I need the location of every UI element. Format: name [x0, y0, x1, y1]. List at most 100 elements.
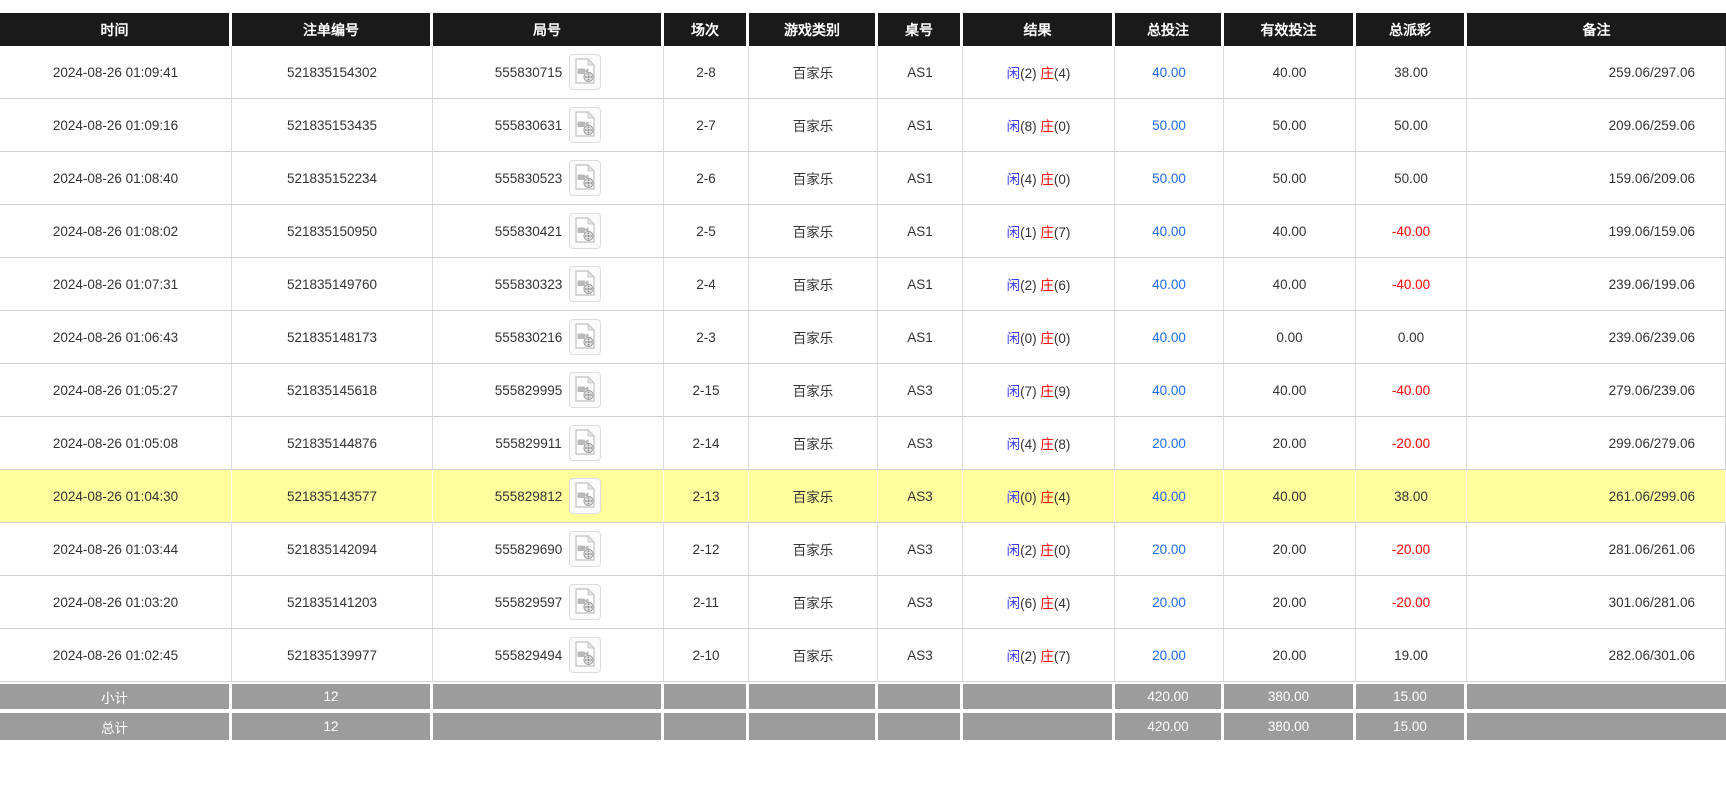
- cell-session: 2-14: [664, 417, 749, 470]
- video-replay-icon: [574, 110, 596, 140]
- cell-result: 闲(1) 庄(7): [963, 205, 1115, 258]
- cell-time: 2024-08-26 01:05:27: [0, 364, 232, 417]
- result-banker-count: (8): [1053, 437, 1071, 452]
- round-id-text: 555829494: [494, 647, 563, 663]
- total-bet-amount: 20.00: [1152, 435, 1186, 451]
- cell-game-type: 百家乐: [749, 417, 878, 470]
- cell-valid-bet: 40.00: [1224, 205, 1356, 258]
- summary-total-bet: 420.00: [1115, 682, 1224, 713]
- total-bet-amount: 40.00: [1152, 223, 1186, 239]
- table-row[interactable]: 2024-08-26 01:06:43 521835148173 555830216…: [0, 311, 1726, 364]
- video-replay-button[interactable]: [568, 425, 601, 461]
- cell-round-id: 555830631: [433, 99, 664, 152]
- video-replay-button[interactable]: [569, 531, 602, 567]
- cell-remark: 239.06/199.06: [1467, 258, 1726, 311]
- cell-total-payout: 50.00: [1356, 99, 1467, 152]
- table-row[interactable]: 2024-08-26 01:05:08 521835144876 555829911…: [0, 417, 1726, 470]
- result-player: 闲: [1006, 384, 1021, 399]
- total-bet-amount: 40.00: [1152, 488, 1186, 504]
- subtotal-row: 小计 12 420.00 380.00 15.00: [0, 682, 1726, 713]
- table-row[interactable]: 2024-08-26 01:08:40 521835152234 555830523…: [0, 152, 1726, 205]
- total-bet-amount: 50.00: [1152, 170, 1186, 186]
- cell-bet-id: 521835152234: [232, 152, 433, 205]
- cell-bet-id: 521835150950: [232, 205, 433, 258]
- result-banker: 庄: [1040, 649, 1054, 664]
- cell-table-no: AS1: [878, 258, 963, 311]
- video-replay-button[interactable]: [569, 319, 602, 355]
- video-replay-button[interactable]: [569, 637, 602, 673]
- table-row[interactable]: 2024-08-26 01:03:20 521835141203 555829597…: [0, 576, 1726, 629]
- round-id-text: 555830216: [494, 329, 563, 345]
- table-row[interactable]: 2024-08-26 01:02:45 521835139977 555829494…: [0, 629, 1726, 682]
- video-replay-button[interactable]: [569, 107, 602, 143]
- total-bet-amount: 40.00: [1152, 382, 1186, 398]
- cell-remark: 281.06/261.06: [1467, 523, 1726, 576]
- cell-bet-id: 521835154302: [232, 46, 433, 99]
- cell-total-payout: 38.00: [1356, 470, 1467, 523]
- result-player: 闲: [1006, 543, 1021, 558]
- cell-session: 2-6: [664, 152, 749, 205]
- round-id-text: 555830523: [494, 170, 563, 186]
- cell-round-id: 555829597: [433, 576, 664, 629]
- summary-count: 12: [232, 682, 433, 713]
- video-replay-button[interactable]: [569, 584, 602, 620]
- summary-remark-empty: [1467, 713, 1726, 744]
- result-banker: 庄: [1040, 596, 1054, 611]
- cell-time: 2024-08-26 01:03:44: [0, 523, 232, 576]
- cell-total-bet: 40.00: [1115, 258, 1224, 311]
- cell-time: 2024-08-26 01:09:16: [0, 99, 232, 152]
- payout-amount: 50.00: [1394, 170, 1428, 186]
- table-row[interactable]: 2024-08-26 01:04:30 521835143577 555829812…: [0, 470, 1726, 523]
- video-replay-button[interactable]: [569, 213, 602, 249]
- bet-records-table: 时间 注单编号 局号 场次 游戏类别 桌号 结果 总投注 有效投注 总派彩 备注 2024-08-2…: [0, 13, 1726, 744]
- cell-result: 闲(4) 庄(8): [963, 417, 1115, 470]
- video-replay-button[interactable]: [569, 372, 602, 408]
- total-bet-amount: 50.00: [1152, 117, 1186, 133]
- video-replay-button[interactable]: [569, 160, 602, 196]
- total-bet-amount: 20.00: [1152, 647, 1186, 663]
- table-header: 时间 注单编号 局号 场次 游戏类别 桌号 结果 总投注 有效投注 总派彩 备注: [0, 13, 1726, 46]
- table-row[interactable]: 2024-08-26 01:07:31 521835149760 555830323…: [0, 258, 1726, 311]
- table-row[interactable]: 2024-08-26 01:09:16 521835153435 555830631…: [0, 99, 1726, 152]
- cell-table-no: AS1: [878, 205, 963, 258]
- cell-result: 闲(4) 庄(0): [963, 152, 1115, 205]
- result-banker: 庄: [1040, 384, 1054, 399]
- result-player-count: (2): [1020, 278, 1041, 293]
- cell-game-type: 百家乐: [749, 152, 878, 205]
- total-bet-amount: 20.00: [1152, 594, 1186, 610]
- table-row[interactable]: 2024-08-26 01:03:44 521835142094 555829690…: [0, 523, 1726, 576]
- result-player: 闲: [1006, 490, 1021, 505]
- cell-round-id: 555829911: [433, 417, 664, 470]
- video-replay-icon: [574, 587, 596, 617]
- cell-round-id: 555829690: [433, 523, 664, 576]
- round-id-wrap: 555829494: [437, 637, 659, 673]
- cell-session: 2-12: [664, 523, 749, 576]
- total-row: 总计 12 420.00 380.00 15.00: [0, 713, 1726, 744]
- result-player: 闲: [1006, 596, 1021, 611]
- video-replay-button[interactable]: [569, 266, 602, 302]
- cell-bet-id: 521835153435: [232, 99, 433, 152]
- cell-round-id: 555830323: [433, 258, 664, 311]
- cell-valid-bet: 40.00: [1224, 46, 1356, 99]
- column-header-bet-id: 注单编号: [232, 13, 433, 46]
- table-row[interactable]: 2024-08-26 01:05:27 521835145618 555829995…: [0, 364, 1726, 417]
- payout-amount: -40.00: [1391, 223, 1431, 239]
- summary-total-bet: 420.00: [1115, 713, 1224, 744]
- cell-valid-bet: 40.00: [1224, 258, 1356, 311]
- table-row[interactable]: 2024-08-26 01:08:02 521835150950 555830421…: [0, 205, 1726, 258]
- result-banker-count: (0): [1053, 543, 1071, 558]
- summary-valid-bet: 380.00: [1224, 682, 1356, 713]
- round-id-wrap: 555829597: [437, 584, 659, 620]
- cell-bet-id: 521835141203: [232, 576, 433, 629]
- result-banker: 庄: [1040, 490, 1054, 505]
- payout-amount: 19.00: [1394, 647, 1428, 663]
- cell-table-no: AS1: [878, 311, 963, 364]
- cell-round-id: 555830421: [433, 205, 664, 258]
- video-replay-button[interactable]: [569, 478, 602, 514]
- video-replay-icon: [574, 269, 596, 299]
- round-id-wrap: 555830631: [437, 107, 659, 143]
- video-replay-button[interactable]: [569, 54, 602, 90]
- table-row[interactable]: 2024-08-26 01:09:41 521835154302 555830715…: [0, 46, 1726, 99]
- round-id-wrap: 555830715: [437, 54, 659, 90]
- cell-remark: 279.06/239.06: [1467, 364, 1726, 417]
